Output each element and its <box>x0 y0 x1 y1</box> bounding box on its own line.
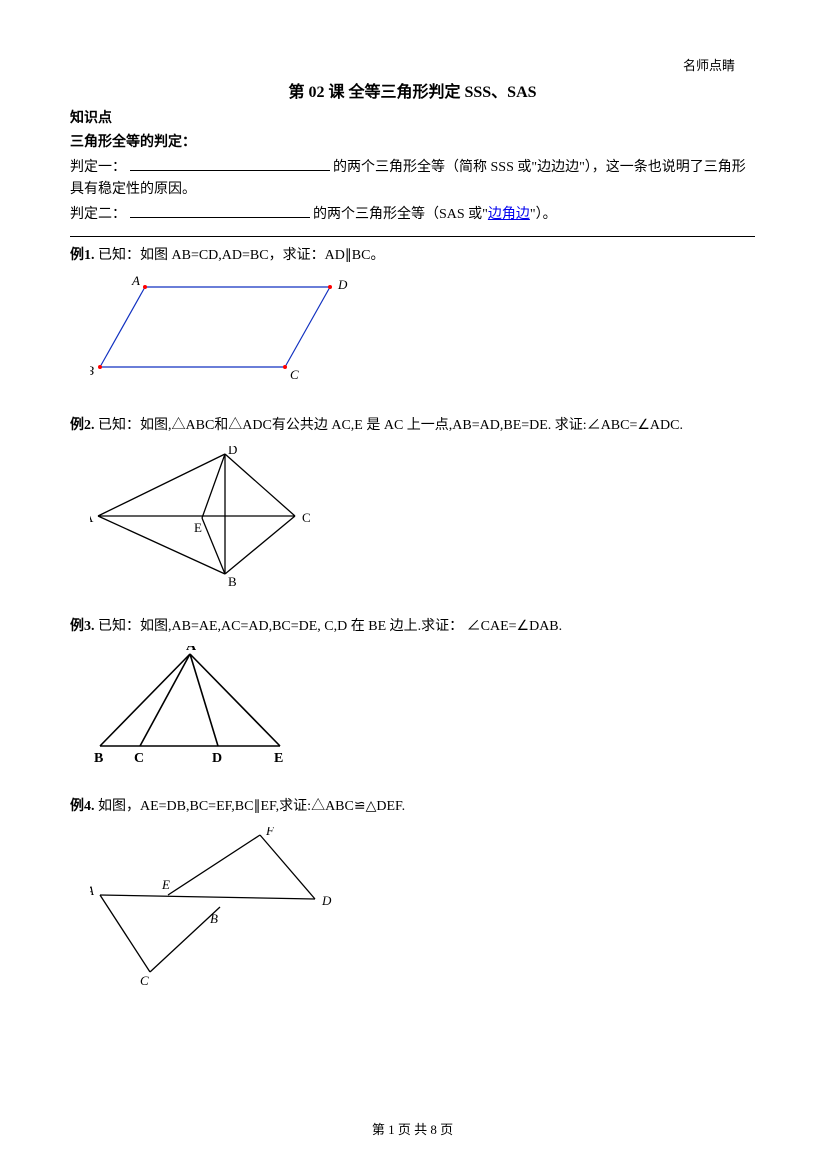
section-criteria: 三角形全等的判定： <box>70 132 755 154</box>
svg-text:D: D <box>212 751 222 766</box>
ex3-figure: A B C D E <box>90 646 755 766</box>
rule1-blank[interactable] <box>130 157 330 171</box>
example-3: 例3. 已知：如图,AB=AE,AC=AD,BC=DE, C,D 在 BE 边上… <box>70 616 755 638</box>
ex1-text: 已知：如图 AB=CD,AD=BC，求证：AD∥BC。 <box>98 248 384 263</box>
svg-text:E: E <box>161 877 170 892</box>
ex2-label: 例2. <box>70 418 95 433</box>
ex4-diagram: F A E B D C <box>90 827 340 987</box>
ex1-figure: A D C B <box>90 275 755 385</box>
example-1: 例1. 已知：如图 AB=CD,AD=BC，求证：AD∥BC。 <box>70 245 755 267</box>
svg-text:C: C <box>290 367 299 382</box>
rule1-prefix: 判定一： <box>70 160 126 175</box>
rule-2: 判定二： 的两个三角形全等（SAS 或"边角边"）。 <box>70 204 755 226</box>
svg-text:B: B <box>210 911 218 926</box>
svg-text:B: B <box>90 363 94 378</box>
ex2-diagram: A D C B E <box>90 446 320 586</box>
svg-text:D: D <box>321 893 332 908</box>
ex4-label: 例4. <box>70 799 95 814</box>
rule2-blank[interactable] <box>130 204 310 218</box>
svg-text:D: D <box>337 277 348 292</box>
ex3-text: 已知：如图,AB=AE,AC=AD,BC=DE, C,D 在 BE 边上.求证：… <box>98 619 562 634</box>
rule2-mid: 的两个三角形全等（SAS 或" <box>313 207 488 222</box>
ex2-text: 已知：如图,△ABC和△ADC有公共边 AC,E 是 AC 上一点,AB=AD,… <box>98 418 683 433</box>
svg-text:A: A <box>90 883 94 898</box>
svg-text:B: B <box>94 751 103 766</box>
svg-text:A: A <box>131 275 140 288</box>
svg-text:D: D <box>228 446 237 457</box>
rule2-prefix: 判定二： <box>70 207 126 222</box>
svg-text:B: B <box>228 574 237 586</box>
rule2-link[interactable]: 边角边 <box>488 207 530 222</box>
divider <box>70 236 755 237</box>
ex1-label: 例1. <box>70 248 95 263</box>
page-title: 第 02 课 全等三角形判定 SSS、SAS <box>70 78 755 102</box>
svg-text:E: E <box>194 520 202 535</box>
ex1-diagram: A D C B <box>90 275 350 385</box>
ex4-figure: F A E B D C <box>90 827 755 987</box>
rule-1: 判定一： 的两个三角形全等（简称 SSS 或"边边边"），这一条也说明了三角形具… <box>70 157 755 202</box>
svg-text:A: A <box>186 646 197 654</box>
svg-text:F: F <box>265 827 275 838</box>
svg-text:E: E <box>274 751 283 766</box>
ex3-diagram: A B C D E <box>90 646 300 766</box>
example-2: 例2. 已知：如图,△ABC和△ADC有公共边 AC,E 是 AC 上一点,AB… <box>70 415 755 437</box>
svg-text:A: A <box>90 510 94 525</box>
svg-text:C: C <box>140 973 149 987</box>
ex4-text: 如图，AE=DB,BC=EF,BC∥EF,求证:△ABC≌△DEF. <box>98 799 405 814</box>
brand-label: 名师点睛 <box>683 55 735 74</box>
svg-text:C: C <box>134 751 144 766</box>
page-footer: 第 1 页 共 8 页 <box>0 1119 825 1138</box>
svg-text:C: C <box>302 510 311 525</box>
rule2-tail: "）。 <box>530 207 557 222</box>
section-knowledge: 知识点 <box>70 108 755 130</box>
ex2-figure: A D C B E <box>90 446 755 586</box>
ex3-label: 例3. <box>70 619 95 634</box>
example-4: 例4. 如图，AE=DB,BC=EF,BC∥EF,求证:△ABC≌△DEF. <box>70 796 755 818</box>
